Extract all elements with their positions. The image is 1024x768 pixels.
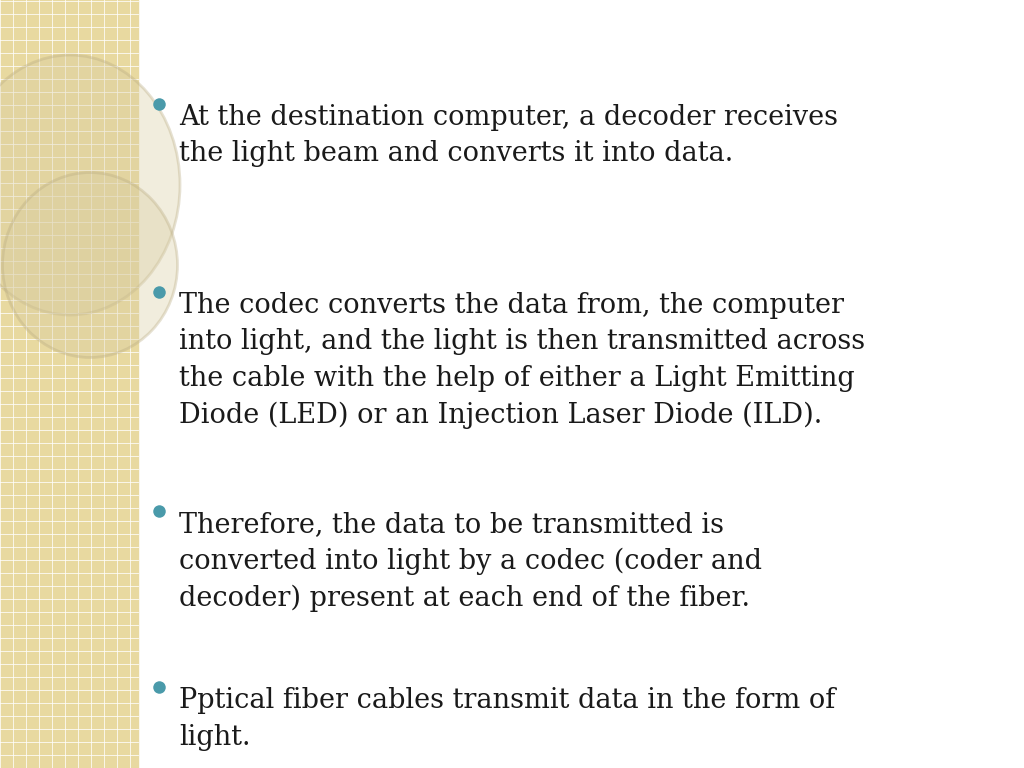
Text: Therefore, the data to be transmitted is
converted into light by a codec (coder : Therefore, the data to be transmitted is… (179, 511, 762, 611)
Ellipse shape (0, 55, 180, 315)
Ellipse shape (2, 173, 177, 357)
Text: The codec converts the data from, the computer
into light, and the light is then: The codec converts the data from, the co… (179, 292, 865, 429)
Text: At the destination computer, a decoder receives
the light beam and converts it i: At the destination computer, a decoder r… (179, 104, 839, 167)
Bar (0, 0, 138, 768)
Text: Pptical fiber cables transmit data in the form of
light.: Pptical fiber cables transmit data in th… (179, 687, 836, 751)
